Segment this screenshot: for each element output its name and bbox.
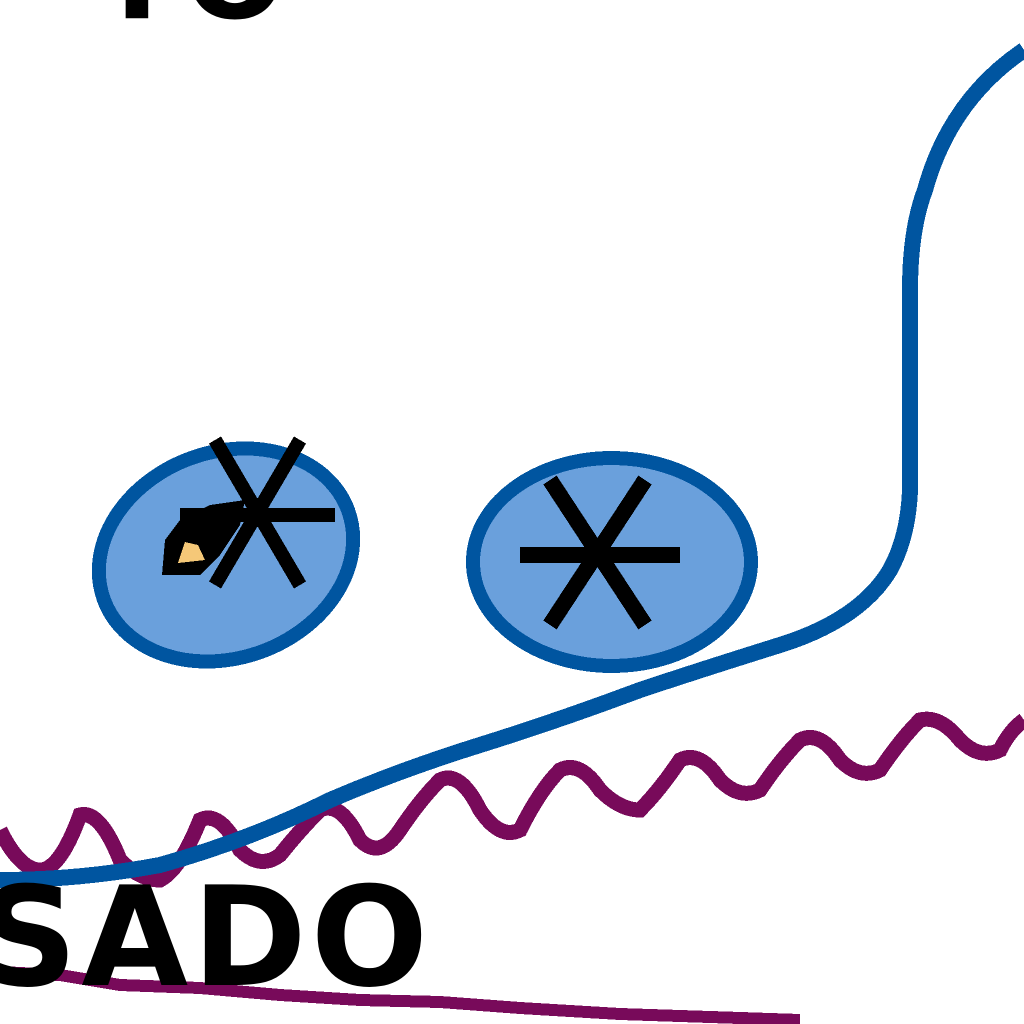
- asterisk-icon: [520, 475, 680, 630]
- hand-pointer-icon: [162, 500, 245, 575]
- right-oval-button[interactable]: [466, 451, 758, 673]
- wavy-line: [0, 711, 1024, 888]
- top-text-fragment: TO: [96, 0, 292, 38]
- left-oval-button[interactable]: [69, 414, 384, 697]
- purple-underline: [0, 966, 801, 1024]
- bottom-text-fragment: SADO: [0, 857, 433, 1018]
- blue-curve: [0, 43, 1024, 888]
